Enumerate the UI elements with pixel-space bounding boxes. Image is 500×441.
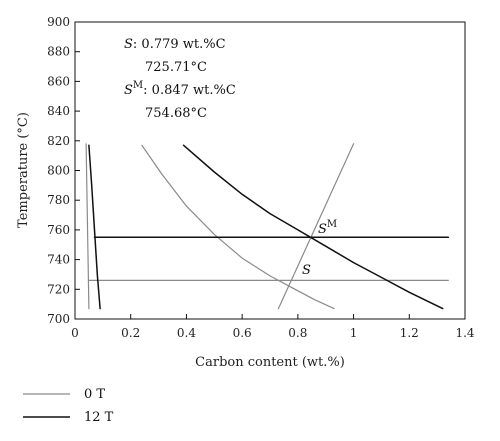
y-tick-label: 800 — [47, 164, 70, 178]
y-tick-label: 820 — [47, 134, 70, 148]
series-line-12t-6 — [182, 144, 444, 310]
point-sm-superscript: M — [327, 219, 337, 230]
y-tick-label: 900 — [47, 15, 70, 29]
point-sm-symbol: S — [318, 222, 327, 237]
plot-area-frame — [74, 21, 466, 320]
series-line-12t-4 — [88, 144, 101, 310]
series-line-0t-3 — [277, 143, 355, 310]
x-tick-label: 0.8 — [288, 326, 307, 340]
legend-label-0t: 0 T — [84, 387, 105, 402]
s-annotation-line: S: 0.779 wt.%C — [124, 37, 226, 52]
x-tick-label: 1.4 — [455, 326, 474, 340]
y-tick-label: 720 — [47, 282, 70, 296]
x-axis-label: Carbon content (wt.%) — [195, 355, 345, 370]
series-layer — [85, 143, 450, 310]
point-s-label: S — [302, 263, 311, 278]
x-tick-label: 1.2 — [400, 326, 419, 340]
s-composition-text: : 0.779 wt.%C — [133, 37, 226, 52]
x-tick-label: 0.4 — [177, 326, 196, 340]
y-tick-label: 780 — [47, 193, 70, 207]
point-sm-label: SM — [318, 219, 337, 237]
legend: 0 T 12 T — [23, 387, 114, 425]
sm-superscript: M — [133, 80, 143, 91]
sm-symbol: S — [124, 83, 133, 98]
y-tick-label: 840 — [47, 104, 70, 118]
legend-label-12t: 12 T — [84, 410, 114, 425]
y-axis-label: Temperature (°C) — [16, 112, 31, 228]
series-line-0t-2 — [141, 144, 335, 310]
x-tick-label: 0 — [71, 326, 79, 340]
s-temperature-text: 725.71°C — [145, 60, 207, 75]
s-symbol: S — [124, 37, 133, 52]
y-axis-ticks: 700 720 740 760 780 800 820 840 860 880 900 — [47, 15, 80, 326]
y-tick-label: 700 — [47, 312, 70, 326]
x-tick-label: 0.6 — [233, 326, 252, 340]
x-axis-ticks: 0 0.2 0.4 0.6 0.8 1 1.2 1.4 — [71, 314, 475, 340]
x-tick-label: 1 — [350, 326, 358, 340]
sm-composition-text: : 0.847 wt.%C — [143, 83, 236, 98]
y-tick-label: 740 — [47, 253, 70, 267]
y-tick-label: 880 — [47, 45, 70, 59]
y-tick-label: 760 — [47, 223, 70, 237]
sm-temperature-text: 754.68°C — [145, 106, 207, 121]
sm-annotation-line: SM: 0.847 wt.%C — [124, 80, 236, 98]
y-tick-label: 860 — [47, 74, 70, 88]
eutectoid-annotation: S: 0.779 wt.%C 725.71°C SM: 0.847 wt.%C … — [124, 37, 236, 121]
x-tick-label: 0.2 — [121, 326, 140, 340]
series-line-0t-0 — [85, 143, 90, 310]
